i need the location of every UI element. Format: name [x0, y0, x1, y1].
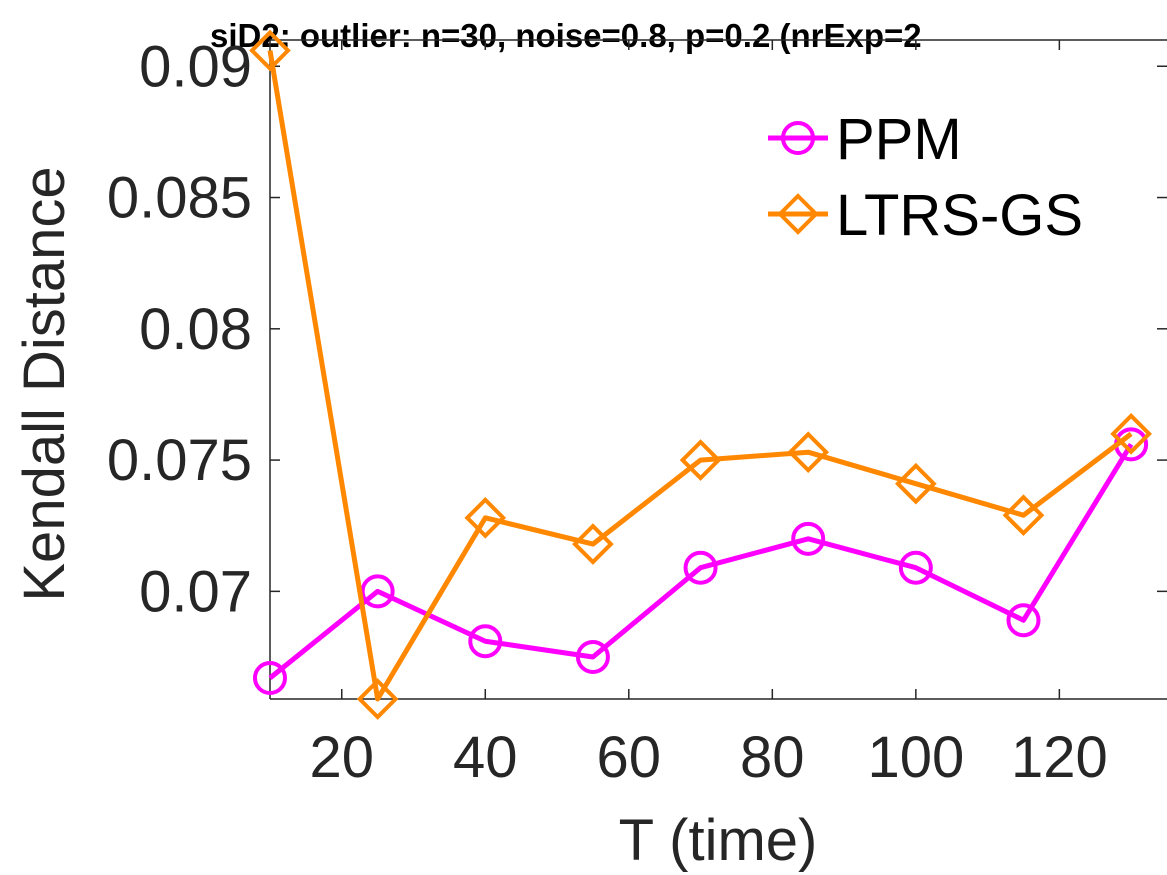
- data-point: [360, 574, 395, 609]
- x-tick-label: 20: [310, 725, 375, 790]
- data-point: [356, 678, 399, 720]
- y-tick-label: 0.07: [139, 559, 252, 624]
- data-point: [464, 497, 507, 539]
- data-point: [575, 639, 610, 674]
- data-point: [787, 431, 830, 474]
- data-point: [1110, 412, 1152, 455]
- y-tick-label: 0.075: [107, 428, 252, 493]
- series-line: [268, 443, 1134, 680]
- data-point: [679, 439, 722, 481]
- legend-item: LTRS-GS: [768, 183, 1083, 248]
- y-axis-label: Kendall Distance: [12, 166, 77, 601]
- legend-label: LTRS-GS: [836, 183, 1083, 248]
- legend-marker: [777, 193, 819, 235]
- data-point: [1002, 494, 1045, 537]
- legend: PPM LTRS-GS: [768, 107, 1083, 248]
- data-point: [895, 462, 937, 505]
- y-tick-label: 0.08: [139, 297, 252, 362]
- y-ticks: 0.07 0.075 0.08 0.085 0.09: [107, 34, 1167, 624]
- x-tick-label: 40: [453, 725, 518, 790]
- legend-item: PPM: [768, 107, 962, 172]
- x-tick-label: 120: [1011, 725, 1108, 790]
- data-point: [468, 624, 503, 659]
- series-ltrs-gs: [249, 29, 1152, 720]
- x-tick-label: 80: [740, 725, 805, 790]
- plot-series: [249, 29, 1152, 720]
- x-tick-label: 100: [867, 725, 964, 790]
- series-ppm: [253, 427, 1149, 695]
- series-line: [267, 50, 1133, 702]
- chart-title: siD2: outlier: n=30, noise=0.8, p=0.2 (n…: [210, 17, 922, 54]
- axes: [269, 39, 1167, 700]
- x-tick-label: 60: [597, 725, 662, 790]
- data-point: [791, 521, 826, 556]
- data-point: [1006, 603, 1041, 638]
- x-ticks: 20 40 60 80 100 120: [310, 40, 1108, 790]
- data-point: [683, 550, 718, 585]
- data-point: [253, 660, 287, 695]
- y-tick-label: 0.09: [139, 34, 252, 99]
- data-point: [898, 550, 933, 585]
- data-point: [572, 523, 614, 565]
- y-tick-label: 0.085: [107, 166, 252, 231]
- x-axis-label: T (time): [619, 808, 818, 873]
- legend-label: PPM: [836, 107, 962, 172]
- legend-marker: [781, 121, 815, 155]
- data-point: [249, 29, 291, 72]
